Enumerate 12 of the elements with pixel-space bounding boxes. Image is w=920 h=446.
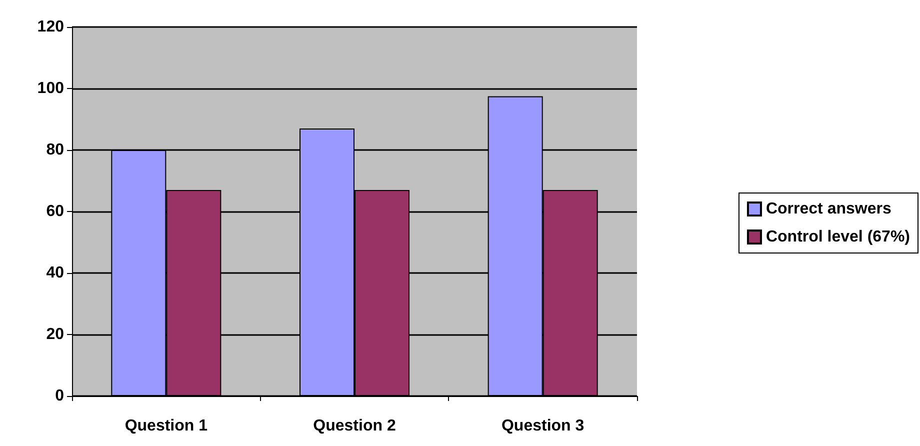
- y-tick-label: 120: [37, 18, 64, 36]
- x-tick-label: Question 3: [501, 418, 584, 434]
- y-tick-label: 0: [55, 388, 64, 404]
- y-tick-label: 20: [46, 326, 64, 343]
- y-tick-label: 40: [46, 264, 64, 282]
- y-tick-label: 80: [46, 142, 64, 158]
- x-tick-label: Question 1: [124, 418, 208, 434]
- legend-label: Correct answers: [766, 200, 892, 218]
- y-tick-label: 60: [46, 203, 64, 220]
- x-tick-label: Question 2: [313, 418, 396, 434]
- y-tick-label: 100: [37, 80, 64, 97]
- legend-label: Control level (67%): [766, 228, 910, 246]
